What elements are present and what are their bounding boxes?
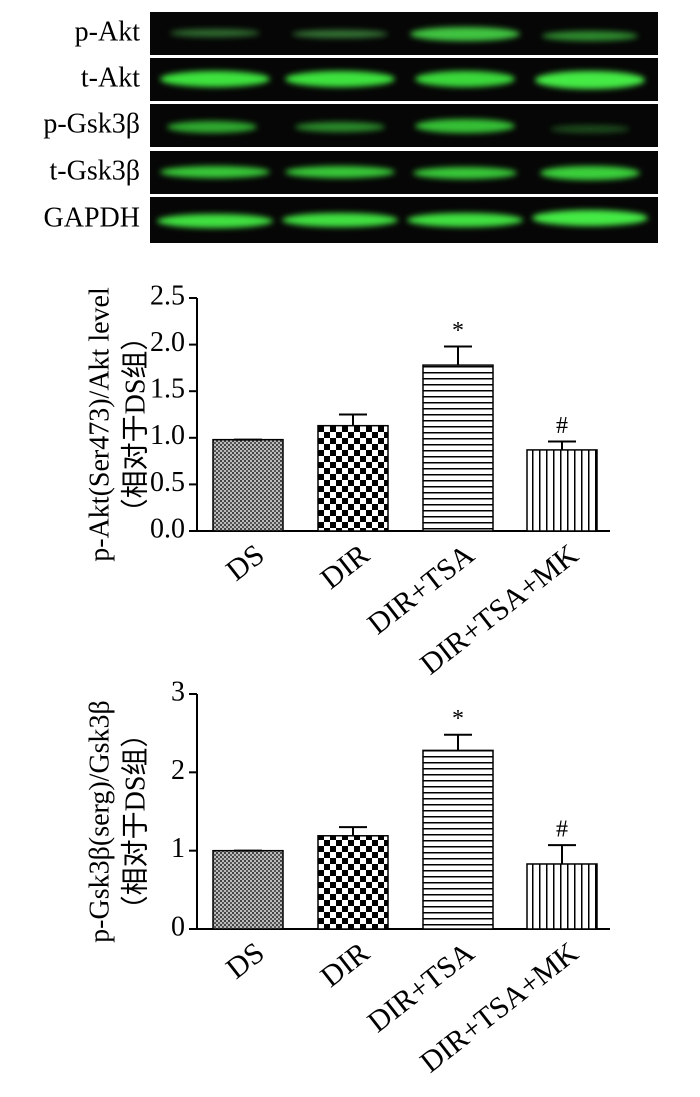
bar [317, 835, 389, 930]
x-tick-label: DS [220, 936, 271, 986]
y-tick-label: 2.5 [150, 280, 185, 311]
bar [526, 449, 598, 532]
blot-label: t-Akt [81, 62, 140, 93]
y-axis-label: p-Gsk3β(serg)/Gsk3β [84, 700, 115, 943]
annotation: # [556, 817, 568, 843]
x-tick-label: DIR [315, 936, 376, 994]
y-tick-label: 1 [171, 833, 185, 864]
y-tick-label: 1.5 [150, 374, 185, 405]
x-tick-label: DS [220, 538, 271, 588]
y-axis-label: （相对于DS组） [119, 720, 151, 924]
y-tick-label: 0.0 [150, 513, 185, 544]
blot-label: p-Akt [75, 16, 141, 47]
bar [526, 863, 598, 930]
blot-label: t-Gsk3β [50, 155, 140, 186]
bar [212, 849, 284, 930]
y-tick-label: 3 [171, 676, 185, 707]
y-axis-label: （相对于DS组） [119, 323, 151, 527]
blot-label: GAPDH [44, 202, 140, 233]
y-tick-label: 2.0 [150, 327, 185, 358]
y-tick-label: 0.5 [150, 467, 185, 498]
bar [422, 749, 494, 930]
blot-label: p-Gsk3β [43, 108, 140, 139]
y-tick-label: 0 [171, 911, 185, 942]
annotation: * [452, 318, 464, 344]
bar [422, 364, 494, 532]
annotation: * [452, 706, 464, 732]
bar [317, 424, 389, 532]
bar [212, 438, 284, 532]
blot-panel: p-Akt t-Akt p-Gsk3β t-Gsk3β GAPDH [43, 12, 658, 243]
blot-bands [157, 27, 648, 228]
x-tick-label: DIR [315, 538, 376, 596]
y-tick-label: 1.0 [150, 420, 185, 451]
y-axis-label: p-Akt(Ser473)/Akt level [84, 287, 115, 562]
annotation: # [556, 413, 568, 439]
y-tick-label: 2 [171, 755, 185, 786]
